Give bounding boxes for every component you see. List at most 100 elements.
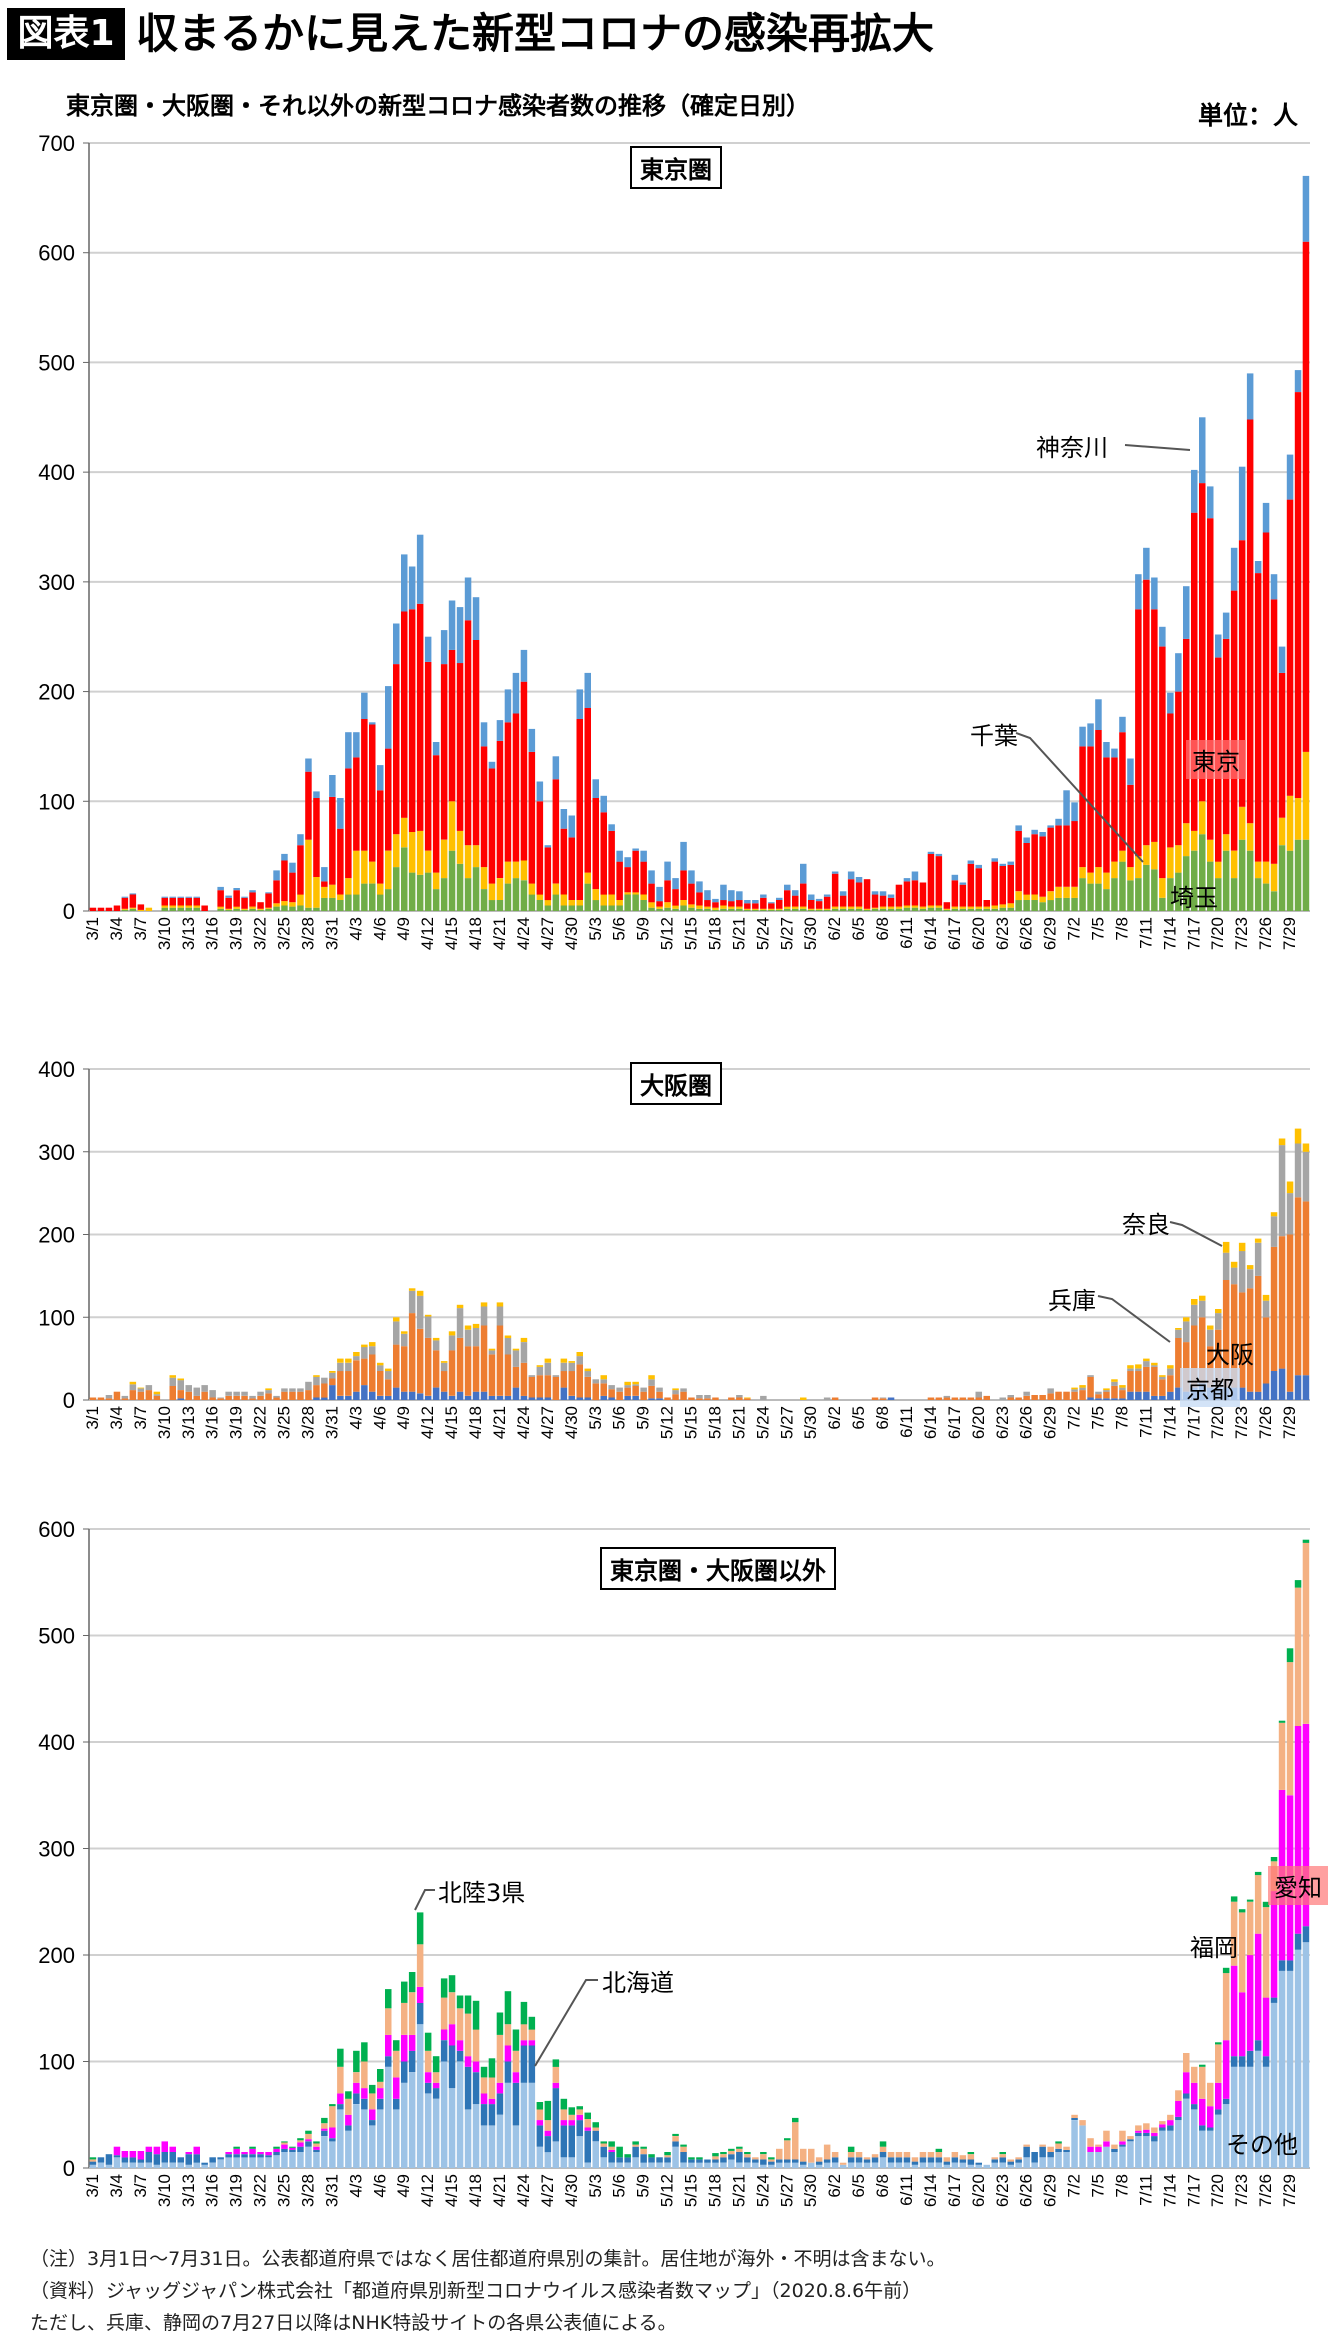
bar-segment-千葉 — [456, 830, 464, 864]
bar-segment-その他 — [616, 2162, 623, 2168]
bar-segment-福岡 — [1175, 2090, 1182, 2101]
bar-segment-北陸3県 — [680, 2144, 687, 2147]
bar-segment-東京 — [113, 905, 121, 911]
bar-segment-愛知 — [233, 2148, 240, 2155]
bar-segment-福岡 — [1119, 2130, 1126, 2142]
bar-segment-福岡 — [1294, 1587, 1302, 1726]
bar-segment-福岡 — [855, 2152, 863, 2158]
bar-segment-東京 — [823, 896, 831, 909]
bar-segment-神奈川 — [752, 900, 759, 904]
bar-segment-その他 — [448, 2088, 456, 2168]
bar-segment-千葉 — [1294, 798, 1302, 840]
bar-segment-その他 — [456, 2061, 464, 2168]
bar-segment-神奈川 — [377, 765, 384, 791]
bar-segment-神奈川 — [855, 877, 863, 883]
bar-segment-千葉 — [217, 906, 224, 909]
bar-segment-北海道 — [863, 2159, 871, 2163]
bar-segment-その他 — [137, 2162, 145, 2168]
bar-segment-埼玉 — [1071, 897, 1078, 911]
bar-segment-東京 — [161, 897, 168, 906]
bar-segment-その他 — [815, 2164, 823, 2168]
x-tick-label: 5/15 — [682, 2174, 701, 2207]
x-tick-label: 3/4 — [107, 2174, 126, 2198]
bar-segment-千葉 — [600, 894, 607, 906]
bar-segment-愛知 — [337, 2093, 344, 2104]
bar-segment-北陸3県 — [273, 2146, 280, 2149]
bar-segment-奈良 — [1127, 1365, 1134, 1369]
bar-segment-その他 — [1278, 1971, 1286, 2168]
bar-segment-神奈川 — [951, 874, 959, 881]
bar-segment-大阪 — [113, 1391, 121, 1400]
bar-segment-北陸3県 — [632, 2141, 639, 2145]
bar-segment-埼玉 — [887, 908, 895, 911]
bar-segment-その他 — [1095, 2152, 1102, 2168]
bar-segment-北海道 — [528, 2045, 536, 2083]
bar-segment-その他 — [576, 2136, 583, 2168]
bar-segment-千葉 — [744, 908, 751, 910]
bar-segment-神奈川 — [600, 795, 607, 813]
bar-segment-奈良 — [432, 1337, 440, 1341]
bar-segment-神奈川 — [1246, 373, 1254, 420]
x-tick-label: 7/5 — [1089, 917, 1108, 941]
annotation-hyogo: 兵庫 — [1048, 1287, 1096, 1315]
bar-segment-東京 — [1063, 825, 1070, 887]
bar-segment-大阪 — [1007, 1397, 1014, 1400]
bar-segment-その他 — [712, 2162, 719, 2168]
bar-segment-東京 — [1199, 483, 1206, 802]
bar-segment-京都 — [600, 1395, 607, 1400]
bar-segment-千葉 — [1055, 886, 1062, 898]
bar-segment-京都 — [1238, 1387, 1246, 1400]
bar-segment-東京 — [257, 902, 264, 909]
bar-segment-兵庫 — [1286, 1193, 1294, 1235]
bar-segment-その他 — [153, 2164, 161, 2168]
bar-segment-北陸3県 — [600, 2141, 607, 2144]
bar-segment-神奈川 — [784, 884, 791, 891]
bar-segment-北陸3県 — [464, 1995, 472, 2014]
bar-segment-京都 — [385, 1395, 392, 1400]
bar-segment-大阪 — [265, 1393, 272, 1400]
x-tick-label: 6/8 — [873, 917, 892, 941]
annotation-saitama: 埼玉 — [1170, 884, 1218, 912]
bar-segment-北海道 — [169, 2152, 176, 2163]
bar-segment-奈良 — [576, 1352, 583, 1357]
x-tick-label: 7/2 — [1065, 1406, 1084, 1430]
x-tick-label: 3/31 — [322, 2174, 341, 2207]
bar-segment-神奈川 — [544, 845, 552, 848]
bar-segment-大阪 — [1087, 1376, 1094, 1398]
bar-segment-兵庫 — [823, 1397, 831, 1400]
bar-segment-北海道 — [456, 2050, 464, 2062]
bar-segment-福岡 — [1215, 2044, 1222, 2083]
bar-segment-兵庫 — [401, 1333, 408, 1347]
bar-segment-神奈川 — [1302, 175, 1310, 242]
bar-segment-福岡 — [512, 2050, 520, 2073]
x-tick-label: 7/8 — [1112, 1406, 1131, 1430]
bar-segment-北陸3県 — [967, 2152, 975, 2155]
bar-segment-奈良 — [1278, 1138, 1286, 1146]
bar-segment-東京 — [800, 883, 807, 907]
bar-segment-埼玉 — [233, 908, 240, 911]
bar-segment-奈良 — [393, 1317, 400, 1322]
bar-segment-大阪 — [616, 1391, 623, 1400]
bar-segment-兵庫 — [153, 1394, 161, 1396]
bar-segment-千葉 — [1095, 867, 1102, 884]
bar-segment-神奈川 — [927, 851, 935, 854]
bar-segment-福岡 — [1167, 2114, 1174, 2121]
bar-segment-東京 — [624, 867, 631, 893]
bar-segment-奈良 — [512, 1348, 520, 1351]
bar-segment-埼玉 — [839, 908, 847, 911]
bar-segment-埼玉 — [959, 908, 967, 911]
bar-segment-兵庫 — [1262, 1300, 1270, 1318]
bar-segment-神奈川 — [1079, 726, 1086, 747]
bar-segment-東京 — [1087, 746, 1094, 873]
bar-segment-その他 — [345, 2130, 352, 2168]
bar-segment-その他 — [89, 2164, 97, 2168]
bar-segment-その他 — [1294, 1949, 1302, 2168]
bar-segment-その他 — [680, 2162, 687, 2168]
bar-segment-東京 — [121, 897, 129, 909]
x-tick-label: 4/30 — [562, 2174, 581, 2207]
bar-segment-大阪 — [512, 1366, 520, 1388]
bar-segment-神奈川 — [592, 779, 599, 798]
bar-segment-大阪 — [289, 1391, 296, 1400]
bar-segment-北陸3県 — [584, 2112, 591, 2119]
bar-segment-京都 — [1127, 1391, 1134, 1400]
